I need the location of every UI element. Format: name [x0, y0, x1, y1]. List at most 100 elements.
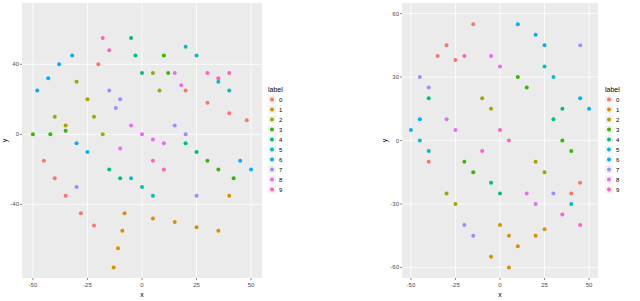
legend-marker — [270, 128, 274, 132]
tick-mark — [20, 134, 22, 135]
legend-label: 2 — [616, 117, 620, 123]
legend-key — [605, 146, 613, 154]
point — [551, 117, 555, 121]
point — [75, 80, 79, 84]
point — [151, 159, 155, 163]
legend-marker — [607, 128, 611, 132]
point — [453, 128, 457, 132]
grid-line — [402, 13, 598, 14]
point — [551, 75, 555, 79]
point — [85, 150, 89, 154]
point — [195, 150, 199, 154]
point — [578, 96, 582, 100]
point — [578, 181, 582, 185]
point — [489, 255, 493, 259]
point — [184, 45, 188, 49]
point — [118, 146, 122, 150]
tick-label: -60 — [390, 264, 399, 270]
legend-label: 6 — [279, 157, 283, 163]
point — [116, 246, 120, 250]
tick-label: 0 — [396, 138, 400, 144]
point — [507, 139, 511, 143]
tick-mark — [400, 13, 402, 14]
legend-key — [268, 136, 276, 144]
point — [560, 213, 564, 217]
tick-label: -25 — [83, 282, 92, 288]
legend-label: 4 — [279, 137, 283, 143]
legend-label: 8 — [279, 177, 283, 183]
point — [42, 159, 46, 163]
point — [195, 54, 199, 58]
grid-line — [251, 3, 252, 278]
point — [173, 124, 177, 128]
legend-label: 2 — [279, 117, 283, 123]
legend-marker — [270, 98, 274, 102]
legend-marker — [607, 178, 611, 182]
legend-key — [268, 96, 276, 104]
point — [216, 80, 220, 84]
point — [227, 89, 231, 93]
grid-line — [402, 267, 598, 268]
tick-label: 50 — [586, 282, 593, 288]
point — [516, 244, 520, 248]
legend-marker — [607, 98, 611, 102]
tick-mark — [500, 278, 501, 280]
point — [471, 22, 475, 26]
tick-mark — [87, 278, 88, 280]
legend-title: label — [268, 86, 283, 93]
tick-label: 0 — [498, 282, 502, 288]
point — [227, 111, 231, 115]
point — [445, 191, 449, 195]
legend-title: label — [605, 86, 620, 93]
tick-mark — [32, 278, 33, 280]
tick-mark — [20, 64, 22, 65]
point — [195, 225, 199, 229]
axis-title: x — [140, 291, 144, 298]
point — [543, 64, 547, 68]
grid-line — [402, 203, 598, 204]
legend-label: 5 — [279, 147, 283, 153]
point — [498, 223, 502, 227]
legend-marker — [270, 178, 274, 182]
point — [418, 75, 422, 79]
point — [516, 22, 520, 26]
grid-line — [402, 140, 598, 141]
point — [129, 176, 133, 180]
point — [245, 118, 249, 122]
legend-key — [605, 106, 613, 114]
point — [543, 43, 547, 47]
legend-key — [605, 176, 613, 184]
point — [123, 211, 127, 215]
legend-marker — [270, 158, 274, 162]
grid-line — [87, 3, 88, 278]
legend-marker — [270, 188, 274, 192]
point — [445, 117, 449, 121]
point — [112, 265, 116, 269]
point — [166, 71, 170, 75]
point — [179, 83, 183, 87]
point — [92, 223, 96, 227]
legend-label: 9 — [279, 187, 283, 193]
legend-marker — [607, 168, 611, 172]
tick-label: 30 — [392, 74, 399, 80]
grid-line — [22, 204, 262, 205]
point — [216, 167, 220, 171]
point — [107, 48, 111, 52]
legend-marker — [270, 138, 274, 142]
point — [534, 234, 538, 238]
legend-key — [268, 166, 276, 174]
point — [129, 124, 133, 128]
legend-label: 1 — [279, 107, 283, 113]
point — [498, 191, 502, 195]
point — [525, 86, 529, 90]
tick-mark — [400, 267, 402, 268]
point — [64, 124, 68, 128]
tick-label: 40 — [12, 61, 19, 67]
legend-key — [605, 156, 613, 164]
point — [498, 128, 502, 132]
point — [249, 167, 253, 171]
point — [205, 71, 209, 75]
point — [75, 185, 79, 189]
point — [238, 159, 242, 163]
legend-marker — [607, 138, 611, 142]
